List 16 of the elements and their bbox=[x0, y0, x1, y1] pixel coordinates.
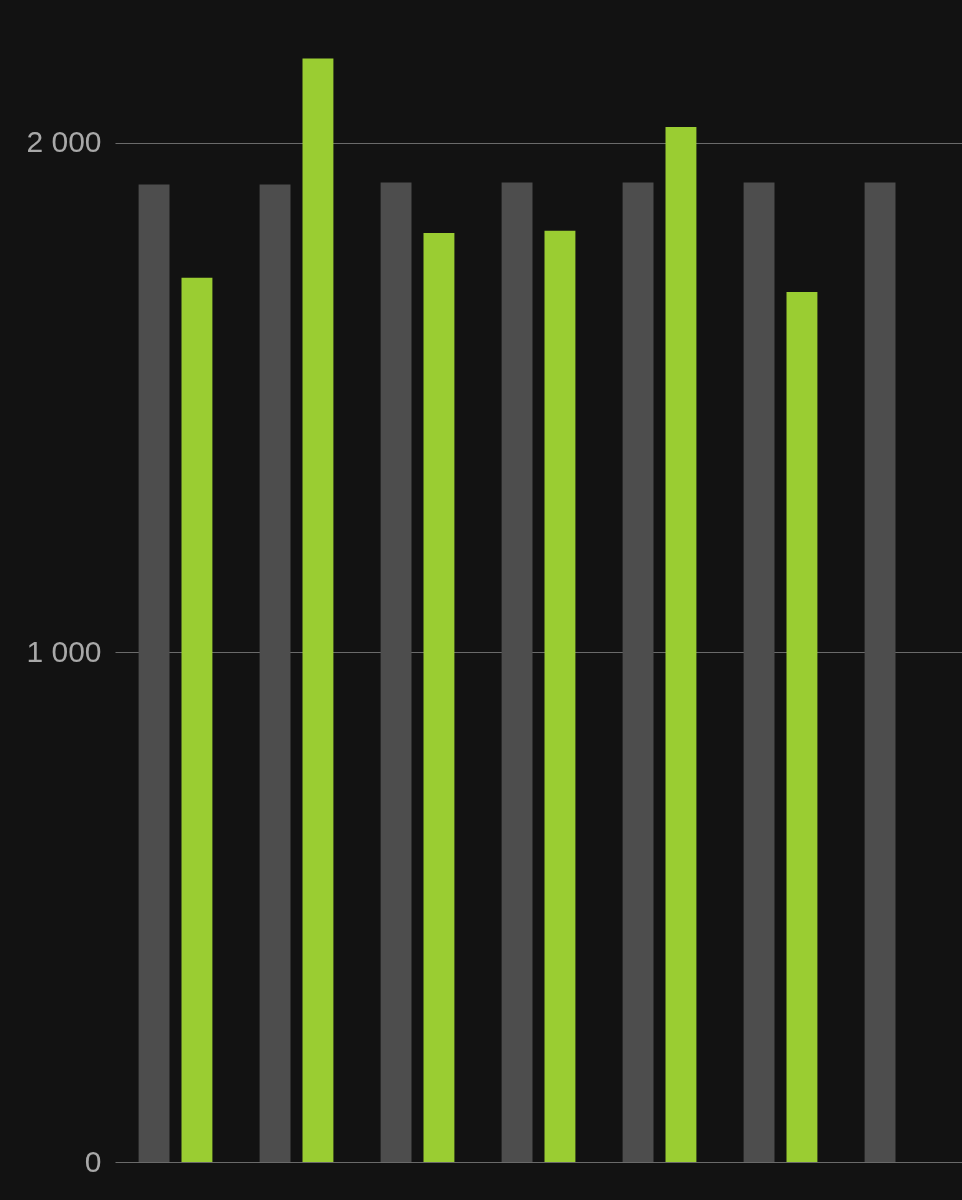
bar bbox=[864, 182, 896, 1162]
y-tick-label: 2 000 bbox=[26, 125, 102, 159]
bar bbox=[259, 184, 291, 1162]
bar bbox=[302, 58, 334, 1162]
bar bbox=[544, 230, 576, 1162]
bar bbox=[181, 277, 213, 1162]
y-tick-label: 1 000 bbox=[26, 634, 102, 668]
bar bbox=[138, 184, 170, 1162]
bar bbox=[622, 182, 654, 1162]
bar bbox=[380, 182, 412, 1162]
y-tick-label: 0 bbox=[84, 1144, 102, 1178]
bar bbox=[501, 182, 533, 1162]
bar bbox=[423, 232, 455, 1162]
bar bbox=[786, 292, 818, 1162]
bar bbox=[665, 126, 697, 1162]
bar bbox=[743, 182, 775, 1162]
